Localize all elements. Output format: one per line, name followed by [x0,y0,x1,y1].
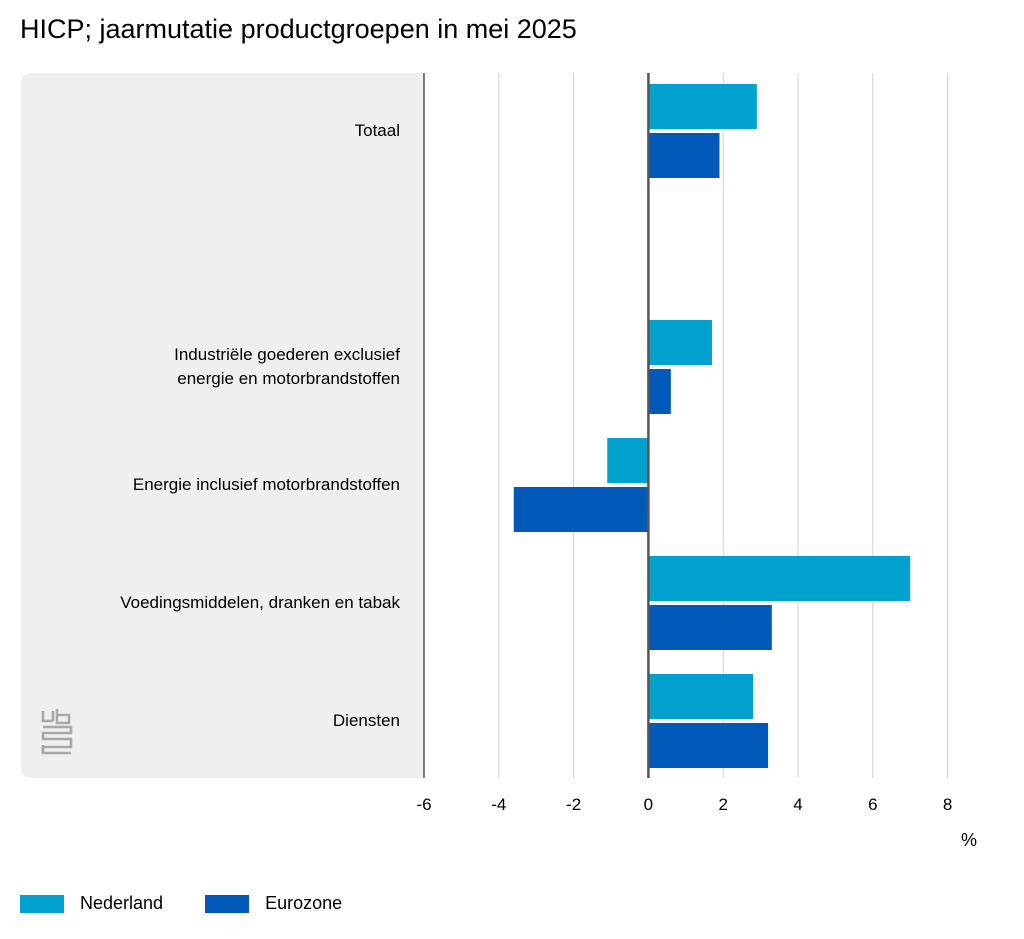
bar-nederland [648,674,754,719]
x-tick-label: 8 [943,795,952,814]
x-tick-label: -6 [416,795,431,814]
category-label-line: Industriële goederen exclusief [174,345,400,364]
x-tick-label: 6 [868,795,877,814]
category-label: Diensten [70,709,400,733]
category-label: Industriële goederen exclusief energie en… [70,343,400,391]
bar-nederland [648,84,757,129]
bar-nederland [648,320,712,365]
category-label: Energie inclusief motorbrandstoffen [70,473,400,497]
x-tick-label: 2 [718,795,727,814]
category-label-line: Totaal [354,121,400,140]
bar-nederland [648,556,911,601]
legend-item-eurozone[interactable]: Eurozone [205,893,342,914]
x-tick-label: 0 [644,795,653,814]
category-label-panel: Totaal Industriële goederen exclusief ener… [21,73,424,778]
x-tick-label: -4 [491,795,506,814]
bar-nederland [607,438,649,483]
legend-label-eurozone: Eurozone [265,893,343,913]
category-label-line: Diensten [332,711,400,730]
bar-eurozone [648,133,720,178]
legend-swatch-nederland [20,894,64,913]
x-tick-label: 4 [793,795,802,814]
category-label-line: Energie inclusief motorbrandstoffen [132,475,400,494]
category-label-line: energie en motorbrandstoffen [177,369,400,388]
chart-title: HICP; jaarmutatie productgroepen in mei … [20,14,577,44]
bar-eurozone [513,487,649,532]
bar-eurozone [648,369,671,414]
legend-swatch-eurozone [205,894,250,913]
cbs-logo-icon [41,709,73,755]
legend-item-nederland[interactable]: Nederland [20,893,163,914]
category-label: Voedingsmiddelen, dranken en tabak [70,591,400,615]
bar-eurozone [648,605,772,650]
category-label-line: Voedingsmiddelen, dranken en tabak [120,593,400,612]
category-label: Totaal [70,119,400,143]
legend: Nederland Eurozone [20,893,384,914]
legend-label-nederland: Nederland [80,893,164,913]
bar-eurozone [648,723,769,768]
x-tick-label: -2 [566,795,581,814]
x-axis-unit-label: % [961,830,978,850]
